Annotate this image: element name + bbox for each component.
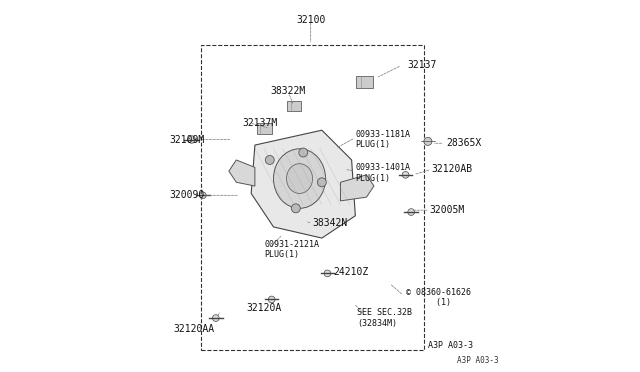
Text: 32005M: 32005M [429, 205, 465, 215]
Polygon shape [340, 175, 374, 201]
Text: SEE SEC.32B
(32834M): SEE SEC.32B (32834M) [357, 308, 412, 328]
Circle shape [200, 192, 206, 199]
Text: 32109M: 32109M [170, 135, 205, 144]
Circle shape [317, 178, 326, 187]
Circle shape [291, 204, 300, 213]
Circle shape [188, 136, 195, 143]
Text: 00933-1181A
PLUG(1): 00933-1181A PLUG(1) [355, 130, 410, 149]
Text: A3P A03-3: A3P A03-3 [428, 341, 472, 350]
Ellipse shape [273, 149, 326, 208]
Text: 38322M: 38322M [271, 86, 306, 96]
Circle shape [212, 315, 219, 321]
Bar [257, 123, 271, 134]
Polygon shape [229, 160, 255, 186]
Bar [356, 76, 373, 87]
Text: 32120AA: 32120AA [173, 324, 214, 334]
Circle shape [324, 270, 331, 277]
Text: 32137M: 32137M [242, 118, 277, 128]
Circle shape [299, 148, 308, 157]
Text: 00933-1401A
PLUG(1): 00933-1401A PLUG(1) [355, 163, 410, 183]
Bar [201, 45, 424, 350]
Text: A3P A03-3: A3P A03-3 [457, 356, 499, 365]
Circle shape [266, 155, 275, 164]
Text: 320090: 320090 [170, 190, 205, 200]
Circle shape [268, 296, 275, 303]
Text: 32120AB: 32120AB [431, 164, 473, 174]
Text: 32120A: 32120A [246, 303, 282, 313]
Text: 38342N: 38342N [312, 218, 348, 228]
Bar [287, 101, 301, 111]
Text: 00931-2121A
PLUG(1): 00931-2121A PLUG(1) [264, 240, 319, 259]
Text: 28365X: 28365X [447, 138, 482, 148]
Ellipse shape [287, 164, 312, 193]
Text: 32100: 32100 [296, 15, 325, 25]
Circle shape [408, 209, 415, 215]
Text: 32137: 32137 [408, 60, 436, 70]
Text: 24210Z: 24210Z [333, 267, 368, 276]
Polygon shape [251, 130, 355, 238]
Circle shape [424, 137, 432, 145]
Text: © 08360-61626
      (1): © 08360-61626 (1) [406, 288, 470, 307]
Circle shape [402, 171, 409, 178]
